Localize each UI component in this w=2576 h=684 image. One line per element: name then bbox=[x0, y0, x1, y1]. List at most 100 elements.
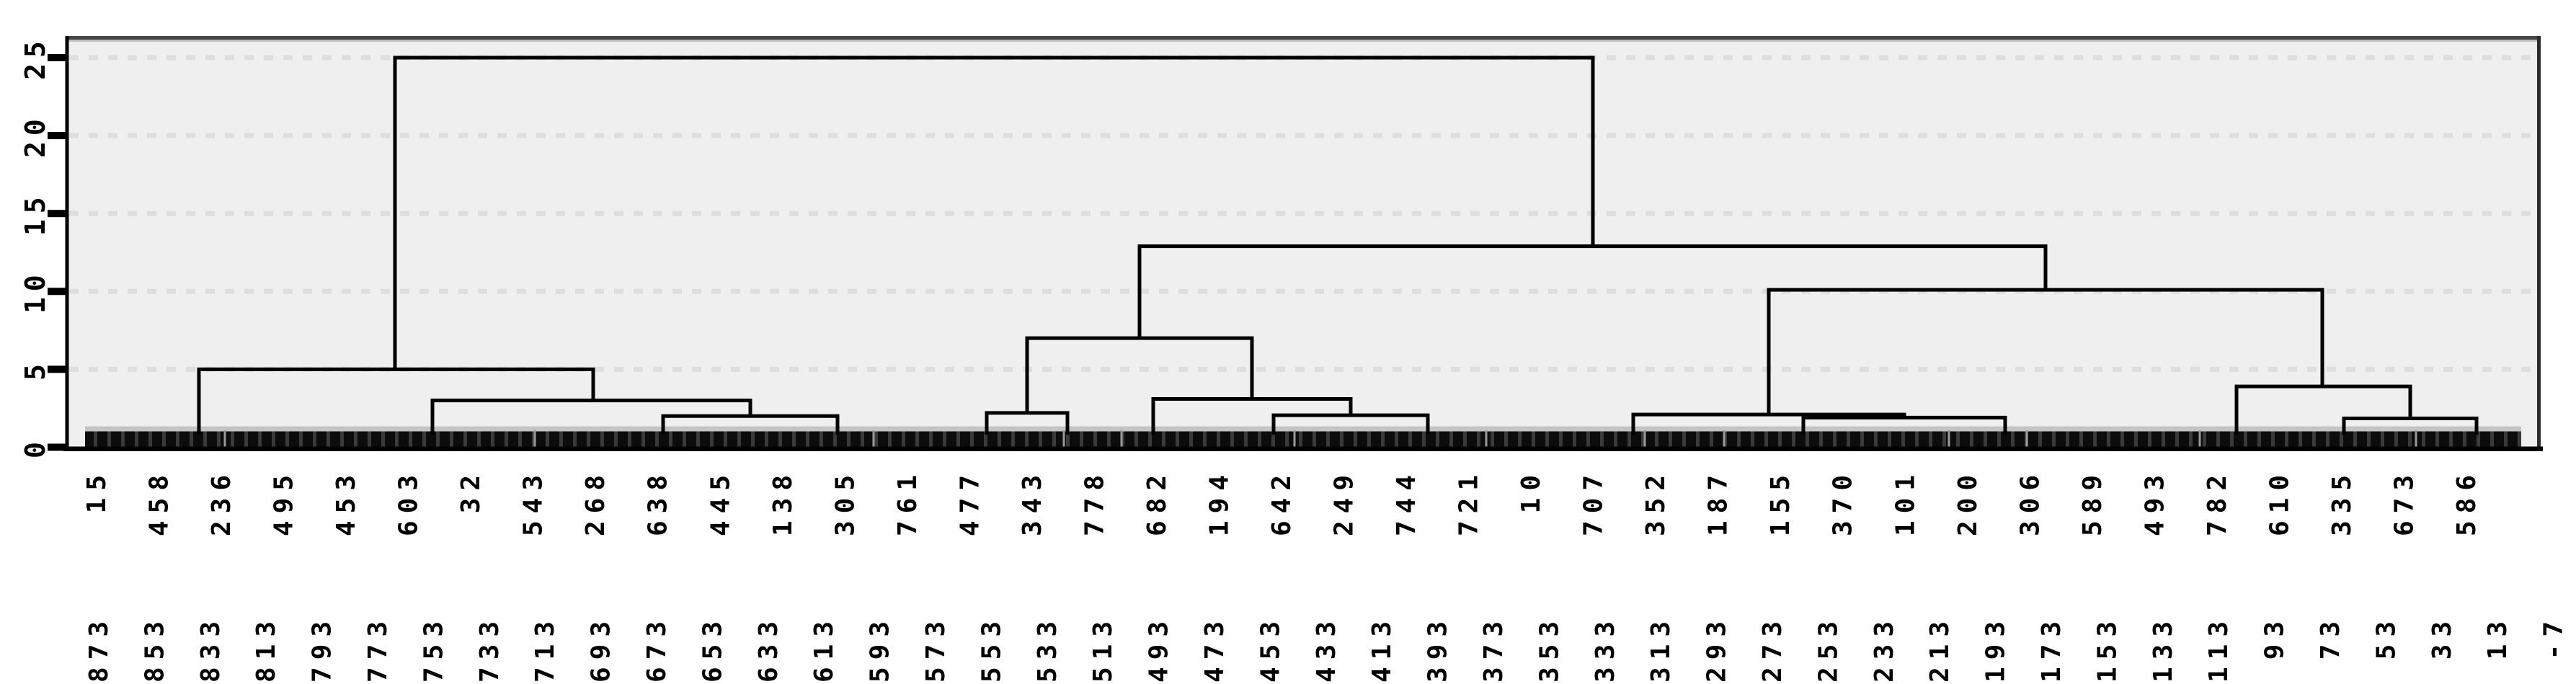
leaf-label: 761 bbox=[893, 468, 923, 536]
leaf-label: 603 bbox=[394, 468, 424, 536]
leaf-label: 445 bbox=[706, 468, 735, 536]
leaf-label: 782 bbox=[2203, 468, 2232, 536]
leaf-label: 352 bbox=[1641, 468, 1671, 536]
leaf-label: 638 bbox=[644, 468, 673, 536]
leaf-label: 155 bbox=[1766, 468, 1795, 536]
leaf-label: 543 bbox=[519, 468, 548, 536]
distance-tick-label: 433 bbox=[1312, 614, 1341, 683]
leaf-label: 495 bbox=[270, 468, 299, 536]
distance-tick-label: 653 bbox=[698, 614, 727, 683]
leaf-label: 642 bbox=[1267, 468, 1297, 536]
leaf-label: 707 bbox=[1579, 468, 1609, 536]
distance-tick-label: 373 bbox=[1479, 614, 1509, 683]
x-axis-baseline bbox=[63, 446, 2543, 451]
distance-tick-label: 193 bbox=[1981, 614, 2011, 683]
distance-tick-label: 873 bbox=[84, 614, 114, 683]
distance-tick-label: 33 bbox=[2428, 614, 2457, 659]
leaf-label: 343 bbox=[1018, 468, 1047, 536]
distance-tick-label: 813 bbox=[252, 614, 281, 683]
leaf-label: 101 bbox=[1891, 468, 1920, 536]
distance-tick-label: 613 bbox=[809, 614, 839, 683]
leaf-label: 194 bbox=[1204, 468, 1234, 536]
distance-tick-label: 793 bbox=[308, 614, 337, 683]
distance-tick-label: 513 bbox=[1088, 614, 1118, 683]
distance-tick-label: 533 bbox=[1033, 614, 1062, 683]
leaf-label: 744 bbox=[1392, 468, 1421, 536]
distance-tick-label: 93 bbox=[2260, 614, 2290, 659]
leaf-band bbox=[85, 431, 2521, 447]
distance-tick-label: 273 bbox=[1758, 614, 1787, 683]
distance-tick-label: 633 bbox=[754, 614, 783, 683]
leaf-label: 778 bbox=[1080, 468, 1109, 536]
distance-tick-label: 833 bbox=[196, 614, 226, 683]
leaf-label: 268 bbox=[581, 468, 610, 536]
distance-tick-label: 173 bbox=[2037, 614, 2066, 683]
distance-tick-label: 453 bbox=[1256, 614, 1285, 683]
leaf-label: 200 bbox=[1953, 468, 1983, 536]
distance-tick-label: 493 bbox=[1145, 614, 1174, 683]
leaf-label: 721 bbox=[1454, 468, 1484, 536]
y-axis-tick bbox=[48, 443, 67, 451]
plot-area bbox=[66, 36, 2541, 449]
distance-tick-label: 233 bbox=[1870, 614, 1899, 683]
leaf-label: 477 bbox=[955, 468, 985, 536]
leaf-label: 453 bbox=[332, 468, 361, 536]
distance-tick-label: -7 bbox=[2539, 614, 2569, 659]
y-axis-tick-label: 15 bbox=[19, 191, 51, 236]
leaf-band-fringe bbox=[85, 426, 2521, 432]
distance-tick-label: 693 bbox=[587, 614, 616, 683]
y-axis-tick-label: 0 bbox=[19, 436, 51, 458]
distance-tick-label: 733 bbox=[475, 614, 505, 683]
leaf-label: 370 bbox=[1829, 468, 1858, 536]
distance-tick-label: 333 bbox=[1591, 614, 1620, 683]
distance-tick-label: 253 bbox=[1813, 614, 1843, 683]
distance-tick-label: 213 bbox=[1925, 614, 1955, 683]
distance-tick-label: 313 bbox=[1646, 614, 1676, 683]
distance-tick-label: 753 bbox=[419, 614, 448, 683]
leaf-label: 306 bbox=[2015, 468, 2045, 536]
distance-tick-label: 13 bbox=[2483, 614, 2513, 659]
y-axis-tick-label: 25 bbox=[19, 35, 51, 80]
y-axis-tick bbox=[48, 288, 67, 296]
distance-tick-label: 153 bbox=[2092, 614, 2122, 683]
distance-tick-label: 473 bbox=[1200, 614, 1230, 683]
leaf-label: 10 bbox=[1516, 468, 1546, 513]
leaf-label: 589 bbox=[2078, 468, 2108, 536]
y-axis-tick-label: 20 bbox=[19, 113, 51, 158]
distance-tick-label: 853 bbox=[140, 614, 169, 683]
leaf-label: 305 bbox=[830, 468, 860, 536]
distance-tick-label: 393 bbox=[1424, 614, 1453, 683]
leaf-label: 458 bbox=[145, 468, 174, 536]
leaf-label: 32 bbox=[456, 468, 486, 513]
distance-tick-label: 413 bbox=[1367, 614, 1397, 683]
y-axis-tick bbox=[48, 54, 67, 61]
y-axis-tick-label: 10 bbox=[19, 269, 51, 314]
distance-tick-label: 353 bbox=[1535, 614, 1564, 683]
y-axis-tick-label: 5 bbox=[19, 358, 51, 381]
y-axis-tick bbox=[48, 365, 67, 373]
y-axis-tick bbox=[48, 132, 67, 140]
leaf-label: 187 bbox=[1704, 468, 1733, 536]
leaf-label: 586 bbox=[2452, 468, 2482, 536]
leaf-label: 610 bbox=[2265, 468, 2294, 536]
distance-tick-label: 293 bbox=[1702, 614, 1732, 683]
leaf-label: 335 bbox=[2327, 468, 2357, 536]
leaf-label: 15 bbox=[82, 468, 112, 513]
distance-tick-label: 73 bbox=[2316, 614, 2345, 659]
distance-tick-label: 53 bbox=[2371, 614, 2401, 659]
y-axis-tick bbox=[48, 210, 67, 218]
distance-tick-label: 133 bbox=[2149, 614, 2178, 683]
leaf-label: 493 bbox=[2140, 468, 2169, 536]
distance-tick-label: 713 bbox=[530, 614, 560, 683]
distance-tick-label: 113 bbox=[2204, 614, 2234, 683]
leaf-label: 138 bbox=[768, 468, 798, 536]
distance-tick-label: 773 bbox=[363, 614, 393, 683]
leaf-label: 682 bbox=[1142, 468, 1172, 536]
leaf-label: 673 bbox=[2389, 468, 2419, 536]
distance-tick-label: 573 bbox=[921, 614, 951, 683]
leaf-label: 249 bbox=[1330, 468, 1359, 536]
distance-tick-label: 673 bbox=[642, 614, 672, 683]
leaf-label: 236 bbox=[207, 468, 236, 536]
